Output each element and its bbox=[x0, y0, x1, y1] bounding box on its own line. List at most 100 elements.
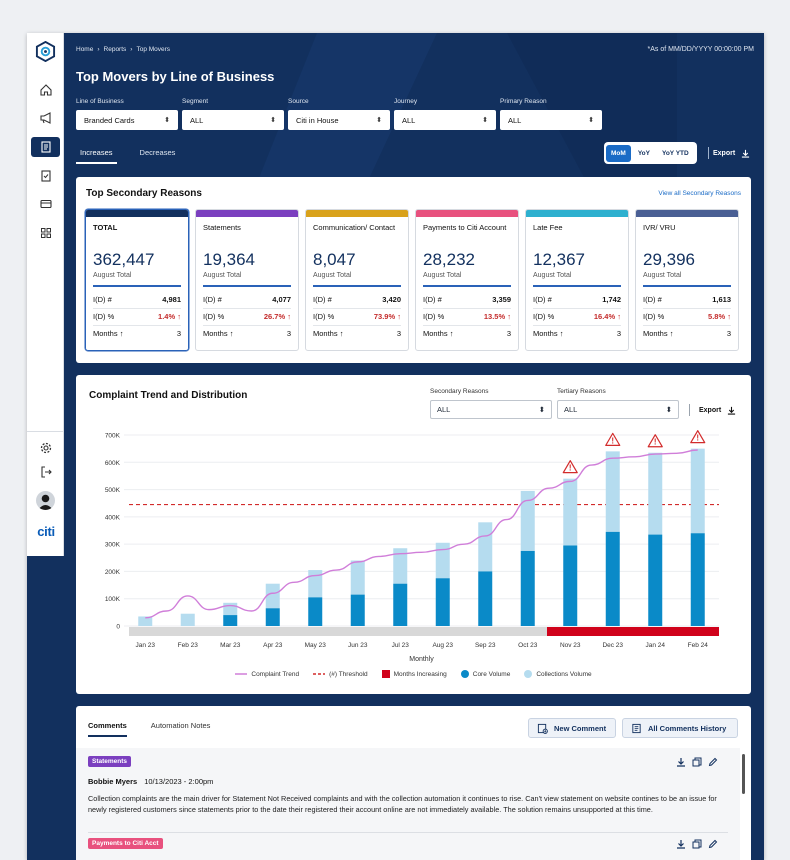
as-of-timestamp: *As of MM/DD/YYYY 00:00:00 PM bbox=[647, 46, 754, 53]
metric-card[interactable]: Payments to Citi Account 28,232 August Tot… bbox=[415, 209, 519, 351]
metric-row-id-pct: I(D) % 13.5% ↑ bbox=[423, 312, 511, 321]
breadcrumb-current: Top Movers bbox=[136, 46, 171, 53]
x-tick-label: Aug 23 bbox=[432, 642, 453, 649]
secondary-reasons-label: Secondary Reasons bbox=[430, 388, 489, 395]
row-value: 3 bbox=[396, 329, 401, 338]
metric-card[interactable]: Late Fee 12,367 August Total I(D) #1,742 I(D… bbox=[525, 209, 629, 351]
arrow-up-icon: ↑ bbox=[507, 312, 511, 321]
comment-text: Collection complaints are the main drive… bbox=[88, 794, 717, 814]
sidebar-dashboard-button[interactable] bbox=[31, 223, 60, 243]
all-comments-history-button[interactable]: All Comments History bbox=[622, 718, 738, 738]
metric-card[interactable]: TOTAL 362,447 August Total I(D) #4,981 I(D) … bbox=[85, 209, 189, 351]
y-tick-label: 0 bbox=[116, 624, 120, 631]
collections-volume-bar bbox=[690, 448, 705, 534]
view-all-link[interactable]: View all Secondary Reasons bbox=[658, 190, 741, 197]
line-of-business-select[interactable]: Branded Cards ⬍ bbox=[76, 110, 178, 130]
tab-comments[interactable]: Comments bbox=[88, 721, 127, 737]
legend-months-increasing: Months Increasing bbox=[381, 670, 447, 678]
comments-scrollbar[interactable] bbox=[742, 754, 745, 794]
toggle-mom[interactable]: MoM bbox=[606, 144, 631, 162]
sort-caret-icon: ⬍ bbox=[482, 117, 488, 124]
download-icon[interactable] bbox=[676, 757, 686, 767]
secondary-reasons-select[interactable]: ALL ⬍ bbox=[430, 400, 552, 419]
secondary-reasons-title: Top Secondary Reasons bbox=[86, 188, 202, 199]
download-icon bbox=[728, 406, 736, 415]
alert-icon bbox=[562, 460, 578, 474]
comments-card: Comments Automation Notes New Comment Al… bbox=[76, 706, 751, 860]
row-value: 4,981 bbox=[162, 295, 181, 304]
sidebar-logout-button[interactable] bbox=[31, 462, 60, 482]
comment-tabs: Comments Automation Notes bbox=[88, 721, 234, 737]
select-value: ALL bbox=[190, 115, 204, 125]
copy-icon[interactable] bbox=[692, 757, 702, 767]
x-tick-label: Feb 23 bbox=[178, 642, 199, 649]
sidebar-settings-button[interactable] bbox=[31, 438, 60, 458]
metric-row-id-num: I(D) # 1,742 bbox=[533, 295, 621, 304]
primary-reason-select[interactable]: ALL ⬍ bbox=[500, 110, 602, 130]
tertiary-reasons-label: Tertiary Reasons bbox=[557, 388, 606, 395]
export-button[interactable]: Export bbox=[713, 149, 750, 158]
edit-icon[interactable] bbox=[708, 757, 718, 767]
tertiary-reasons-select[interactable]: ALL ⬍ bbox=[557, 400, 679, 419]
row-divider bbox=[203, 325, 291, 326]
row-divider bbox=[643, 325, 731, 326]
export-label: Export bbox=[699, 407, 722, 414]
copy-icon[interactable] bbox=[692, 839, 702, 849]
toggle-yoy-ytd[interactable]: YoY YTD bbox=[661, 149, 689, 157]
grid-icon bbox=[40, 228, 51, 238]
tab-automation-notes[interactable]: Automation Notes bbox=[150, 721, 211, 730]
period-toggle: MoM YoY YoY YTD bbox=[604, 142, 697, 164]
avatar[interactable] bbox=[36, 491, 55, 510]
row-label: I(D) % bbox=[533, 312, 555, 321]
metric-card[interactable]: IVR/ VRU 29,396 August Total I(D) #1,613 I(D… bbox=[635, 209, 739, 351]
sidebar-reports-button[interactable] bbox=[31, 137, 60, 157]
edit-icon[interactable] bbox=[708, 839, 718, 849]
breadcrumb-home[interactable]: Home bbox=[76, 46, 94, 53]
metric-row-id-pct: I(D) % 1.4% ↑ bbox=[93, 312, 181, 321]
sidebar-home-button[interactable] bbox=[31, 80, 60, 100]
arrow-up-icon: ↑ bbox=[339, 329, 344, 338]
row-divider bbox=[93, 308, 181, 309]
page-title: Top Movers by Line of Business bbox=[76, 69, 275, 84]
new-comment-button[interactable]: New Comment bbox=[528, 718, 616, 738]
breadcrumb-reports[interactable]: Reports bbox=[103, 46, 127, 53]
tab-increases[interactable]: Increases bbox=[76, 148, 117, 164]
sidebar-announcements-button[interactable] bbox=[31, 108, 60, 128]
metric-card[interactable]: Communication/ Contact 8,047 August Total I… bbox=[305, 209, 409, 351]
row-divider bbox=[423, 325, 511, 326]
x-axis-label: Monthly bbox=[409, 656, 434, 663]
metric-row-id-num: I(D) # 1,613 bbox=[643, 295, 731, 304]
metric-card[interactable]: Statements 19,364 August Total I(D) #4,077 I… bbox=[195, 209, 299, 351]
journey-select[interactable]: ALL ⬍ bbox=[394, 110, 496, 130]
tab-decreases[interactable]: Decreases bbox=[139, 148, 176, 157]
app-logo-icon[interactable] bbox=[35, 41, 56, 62]
select-value: ALL bbox=[437, 405, 451, 414]
row-label: Months bbox=[423, 329, 448, 338]
x-tick-label: May 23 bbox=[305, 642, 327, 649]
y-tick-label: 600K bbox=[105, 460, 121, 467]
filter-segment: Segment ALL ⬍ bbox=[182, 98, 284, 130]
months-increasing-band bbox=[547, 627, 719, 636]
segment-select[interactable]: ALL ⬍ bbox=[182, 110, 284, 130]
source-select[interactable]: Citi in House ⬍ bbox=[288, 110, 390, 130]
metric-row-id-pct: I(D) % 16.4% ↑ bbox=[533, 312, 621, 321]
legend-label: (#) Threshold bbox=[329, 670, 368, 678]
legend-collections-volume: Collections Volume bbox=[524, 670, 592, 678]
row-value: 16.4% bbox=[593, 312, 616, 321]
collections-volume-bar bbox=[605, 451, 620, 532]
metric-subtitle: August Total bbox=[313, 272, 352, 279]
months-band-neutral bbox=[129, 627, 547, 636]
row-value: 3 bbox=[286, 329, 291, 338]
sidebar-cards-button[interactable] bbox=[31, 194, 60, 214]
filter-label: Segment bbox=[182, 98, 209, 105]
sort-caret-icon: ⬍ bbox=[588, 117, 594, 124]
legend-label: Months Increasing bbox=[393, 670, 447, 678]
toggle-yoy[interactable]: YoY bbox=[637, 149, 650, 157]
card-icon bbox=[39, 199, 52, 209]
chart-export-button[interactable]: Export bbox=[699, 406, 736, 415]
core-volume-bar bbox=[223, 615, 238, 626]
x-tick-label: Jan 24 bbox=[645, 642, 665, 649]
row-divider bbox=[313, 308, 401, 309]
sidebar-tasks-button[interactable] bbox=[31, 166, 60, 186]
download-icon[interactable] bbox=[676, 839, 686, 849]
